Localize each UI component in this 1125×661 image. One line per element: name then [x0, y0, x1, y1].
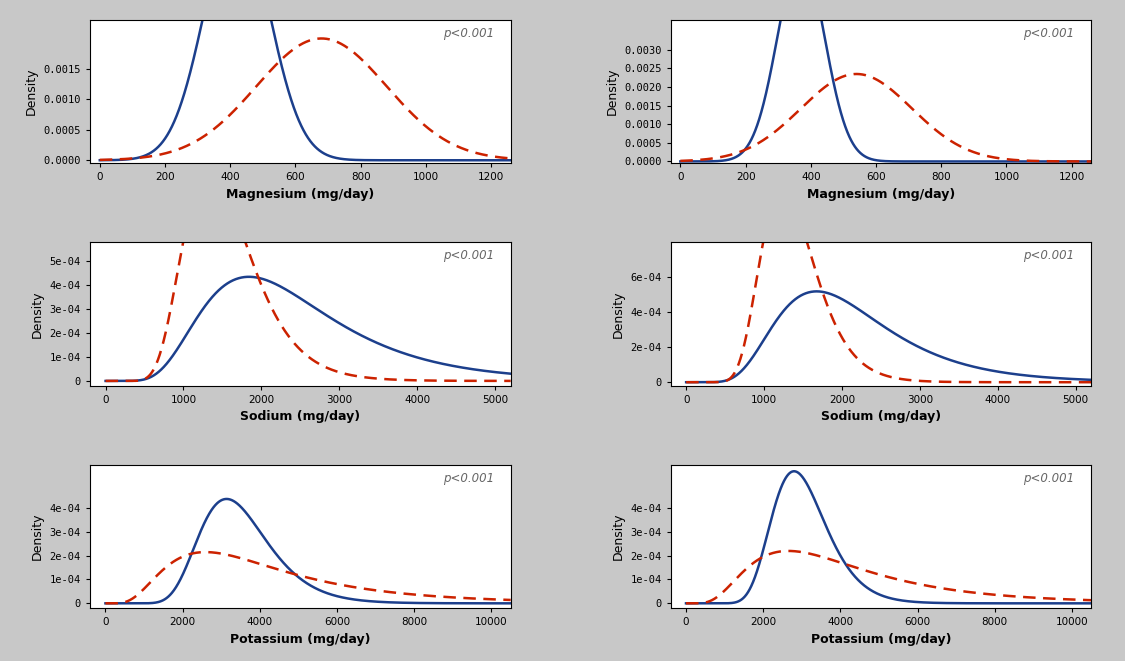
- Y-axis label: Density: Density: [612, 290, 624, 338]
- Text: p<0.001: p<0.001: [443, 472, 494, 485]
- X-axis label: Sodium (mg/day): Sodium (mg/day): [821, 410, 940, 423]
- Text: p<0.001: p<0.001: [1024, 249, 1074, 262]
- Y-axis label: Density: Density: [32, 290, 44, 338]
- X-axis label: Potassium (mg/day): Potassium (mg/day): [231, 633, 370, 646]
- X-axis label: Magnesium (mg/day): Magnesium (mg/day): [226, 188, 375, 201]
- Text: p<0.001: p<0.001: [1024, 27, 1074, 40]
- Text: p<0.001: p<0.001: [443, 249, 494, 262]
- Y-axis label: Density: Density: [25, 68, 38, 115]
- Y-axis label: Density: Density: [32, 513, 44, 560]
- X-axis label: Magnesium (mg/day): Magnesium (mg/day): [807, 188, 955, 201]
- X-axis label: Potassium (mg/day): Potassium (mg/day): [811, 633, 951, 646]
- Y-axis label: Density: Density: [605, 68, 619, 115]
- Text: p<0.001: p<0.001: [443, 27, 494, 40]
- Text: p<0.001: p<0.001: [1024, 472, 1074, 485]
- Y-axis label: Density: Density: [612, 513, 624, 560]
- X-axis label: Sodium (mg/day): Sodium (mg/day): [241, 410, 360, 423]
